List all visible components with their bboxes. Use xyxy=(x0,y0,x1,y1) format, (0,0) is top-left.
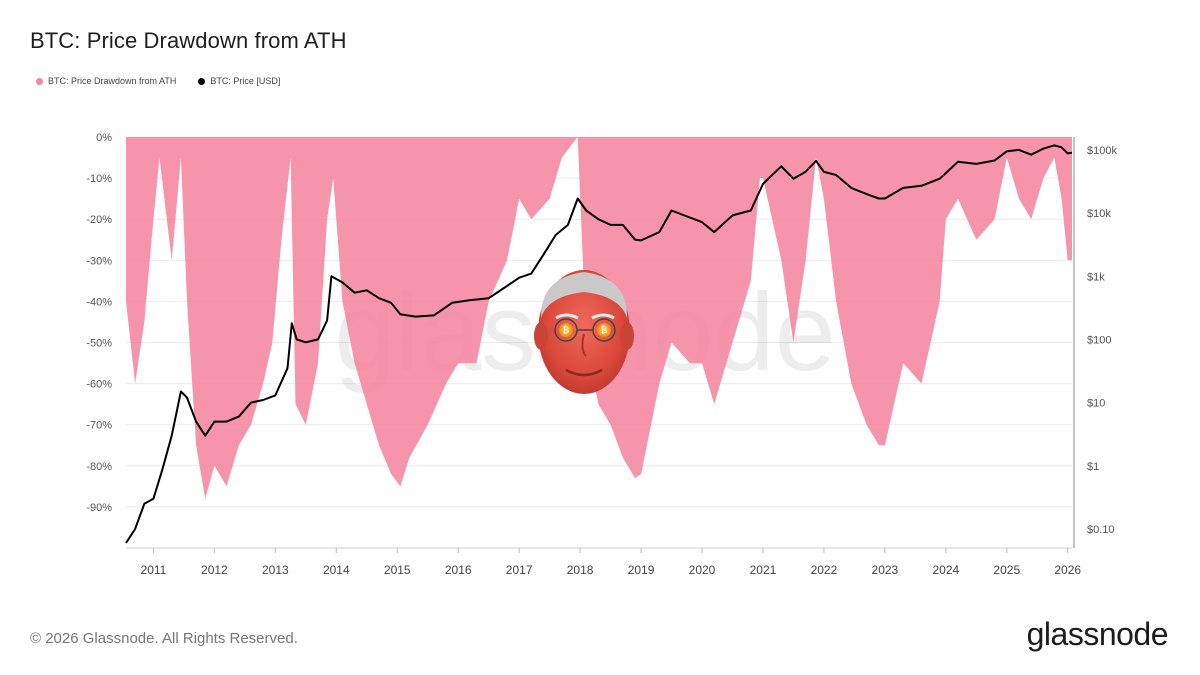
price-line-series xyxy=(125,144,1073,544)
left-tick-label: -90% xyxy=(86,502,112,514)
left-tick-label: -10% xyxy=(86,173,112,185)
glassnode-logo[interactable]: glassnode xyxy=(1026,616,1169,652)
x-tick-label: 2024 xyxy=(932,563,959,577)
x-tick-label: 2018 xyxy=(567,563,594,577)
legend-item-drawdown[interactable]: BTC: Price Drawdown from ATH xyxy=(36,76,176,86)
svg-text:₿: ₿ xyxy=(563,325,570,336)
x-tick-label: 2023 xyxy=(872,563,899,577)
right-tick-label: $100k xyxy=(1087,145,1117,157)
x-tick-label: 2016 xyxy=(445,563,472,577)
left-tick-label: -80% xyxy=(86,461,112,473)
left-tick-label: -30% xyxy=(86,255,112,267)
left-tick-label: -50% xyxy=(86,338,112,350)
left-tick-label: -40% xyxy=(86,296,112,308)
chart-title: BTC: Price Drawdown from ATH xyxy=(30,28,347,53)
x-tick-label: 2011 xyxy=(141,563,167,577)
left-tick-label: -20% xyxy=(86,214,112,226)
x-tick-label: 2014 xyxy=(323,563,350,577)
chart-canvas: glassnode 0%-10%-20%-30%-40%-50%-60%-70%… xyxy=(86,132,1117,577)
bald-face-bitcoin-glasses-image: ₿ ₿ xyxy=(534,270,634,394)
legend-swatch-drawdown xyxy=(36,77,43,85)
legend-label-drawdown: BTC: Price Drawdown from ATH xyxy=(48,76,177,86)
right-tick-label: $10k xyxy=(1087,208,1111,220)
axes: 0% -10% -20% -30% -40% -50% -60% -70% -80% -90% $0… xyxy=(86,132,1117,577)
x-tick-label: 2025 xyxy=(993,563,1020,577)
x-tick-label: 2012 xyxy=(201,563,228,577)
legend-item-price[interactable]: BTC: Price [USD] xyxy=(198,76,280,86)
right-tick-label: $0.10 xyxy=(1087,524,1115,536)
chart-legend: BTC: Price Drawdown from ATH BTC: Price … xyxy=(36,76,280,86)
x-tick-label: 2013 xyxy=(262,563,289,577)
x-tick-label: 2019 xyxy=(628,563,655,577)
left-tick-label: -70% xyxy=(86,420,112,432)
right-tick-label: $100 xyxy=(1087,334,1111,346)
svg-text:₿: ₿ xyxy=(601,325,608,336)
right-tick-label: $1 xyxy=(1087,461,1099,473)
footer-copyright: © 2026 Glassnode. All Rights Reserved. xyxy=(30,630,298,647)
price-line xyxy=(125,144,1073,544)
legend-swatch-price xyxy=(198,77,206,85)
x-tick-label: 2022 xyxy=(811,563,838,577)
x-tick-label: 2015 xyxy=(384,563,411,577)
right-tick-label: $1k xyxy=(1087,271,1105,283)
x-tick-label: 2017 xyxy=(506,563,533,577)
left-tick-label: -60% xyxy=(86,379,112,391)
x-tick-label: 2021 xyxy=(750,563,777,577)
x-tick-label: 2026 xyxy=(1054,563,1081,577)
left-tick-label: 0% xyxy=(96,132,112,144)
legend-label-price: BTC: Price [USD] xyxy=(210,76,281,86)
x-tick-label: 2020 xyxy=(689,563,716,577)
right-tick-label: $10 xyxy=(1087,398,1105,410)
